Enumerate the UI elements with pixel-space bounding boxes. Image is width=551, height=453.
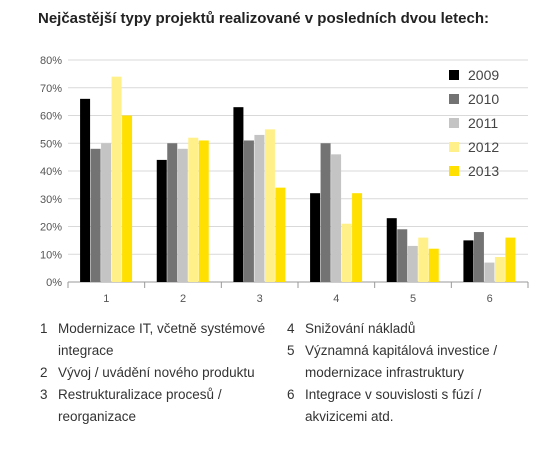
bar-2012-3	[264, 129, 275, 282]
note-3: 3 Restrukturalizace procesů / reorganiza…	[40, 384, 288, 428]
y-tick-label: 10%	[40, 249, 62, 261]
note-1: 1 Modernizace IT, včetně systémové integ…	[40, 318, 288, 362]
chart-title: Nejčastější typy projektů realizované v …	[38, 10, 489, 27]
x-tick-label: 4	[333, 293, 339, 305]
legend-label-2011: 2011	[468, 115, 498, 131]
legend-swatch-2009	[449, 70, 459, 80]
bar-2009-1	[80, 98, 91, 282]
bar-2010-4	[320, 143, 331, 282]
note-number: 4	[287, 321, 295, 336]
note-number: 6	[287, 387, 295, 402]
bar-2011-5	[407, 245, 418, 282]
note-2: 2 Vývoj / uvádění nového produktu	[40, 362, 288, 384]
bar-2009-4	[310, 193, 321, 282]
note-text: Modernizace IT, včetně systémové integra…	[58, 321, 266, 358]
y-tick-label: 80%	[40, 55, 62, 67]
y-tick-label: 40%	[40, 166, 62, 178]
bar-2013-3	[275, 187, 286, 282]
bar-2010-6	[473, 232, 484, 282]
bar-2010-2	[167, 143, 178, 282]
bar-2013-2	[198, 140, 209, 282]
bar-2013-6	[505, 237, 516, 282]
bar-chart: 0% 10% 20% 30% 40% 50% 60% 70% 80% 1 2 3 4 5 6 2009 2010…	[40, 55, 529, 305]
note-text: Integrace v souvislosti s fúzí / akvizic…	[305, 387, 482, 424]
x-tick-label: 3	[257, 293, 263, 305]
y-tick-label: 20%	[40, 222, 62, 234]
bar-2009-2	[156, 159, 167, 282]
legend-swatch-2011	[449, 118, 459, 128]
y-tick-label: 50%	[40, 138, 62, 150]
y-tick-label: 60%	[40, 111, 62, 123]
bar-2012-4	[341, 223, 352, 282]
note-6: 6 Integrace v souvislosti s fúzí / akviz…	[287, 384, 535, 428]
x-tick-label: 2	[180, 293, 186, 305]
note-text: Snižování nákladů	[305, 321, 416, 336]
bar-2009-6	[463, 240, 474, 282]
note-number: 2	[40, 365, 48, 380]
x-tick-label: 1	[103, 293, 109, 305]
bar-2011-1	[101, 143, 112, 282]
note-number: 5	[287, 343, 295, 358]
bar-2013-1	[122, 115, 133, 282]
y-tick-label: 30%	[40, 194, 62, 206]
bar-2011-2	[177, 148, 188, 282]
note-text: Restrukturalizace procesů / reorganizace	[58, 387, 222, 424]
bar-2012-5	[418, 237, 429, 282]
note-4: 4 Snižování nákladů	[287, 318, 535, 340]
y-tick-label: 0%	[46, 277, 62, 289]
x-tick-label: 5	[410, 293, 416, 305]
legend-label-2010: 2010	[468, 91, 499, 107]
bar-2012-1	[111, 76, 122, 283]
note-text: Vývoj / uvádění nového produktu	[58, 365, 255, 380]
bar-2011-4	[331, 154, 342, 282]
bar-2012-2	[188, 137, 199, 282]
legend-swatch-2012	[449, 142, 459, 152]
legend-label-2012: 2012	[468, 139, 499, 155]
bar-2010-1	[90, 148, 101, 282]
bar-2010-3	[243, 140, 254, 282]
bar-2013-5	[428, 248, 439, 282]
note-number: 1	[40, 321, 48, 336]
x-tick-label: 6	[487, 293, 493, 305]
bar-2009-3	[233, 107, 244, 282]
bar-2010-5	[397, 229, 408, 282]
y-tick-label: 70%	[40, 83, 62, 95]
bar-2013-4	[352, 193, 363, 282]
legend-swatch-2010	[449, 94, 459, 104]
legend-label-2009: 2009	[468, 67, 499, 83]
legend-label-2013: 2013	[468, 163, 499, 179]
note-text: Významná kapitálová investice / moderniz…	[305, 343, 498, 380]
note-number: 3	[40, 387, 48, 402]
bar-2011-6	[484, 262, 495, 282]
bar-2011-3	[254, 134, 265, 282]
legend-swatch-2013	[449, 166, 459, 176]
bar-2009-5	[386, 218, 397, 282]
bar-2012-6	[494, 257, 505, 282]
note-5: 5 Významná kapitálová investice / modern…	[287, 340, 535, 384]
